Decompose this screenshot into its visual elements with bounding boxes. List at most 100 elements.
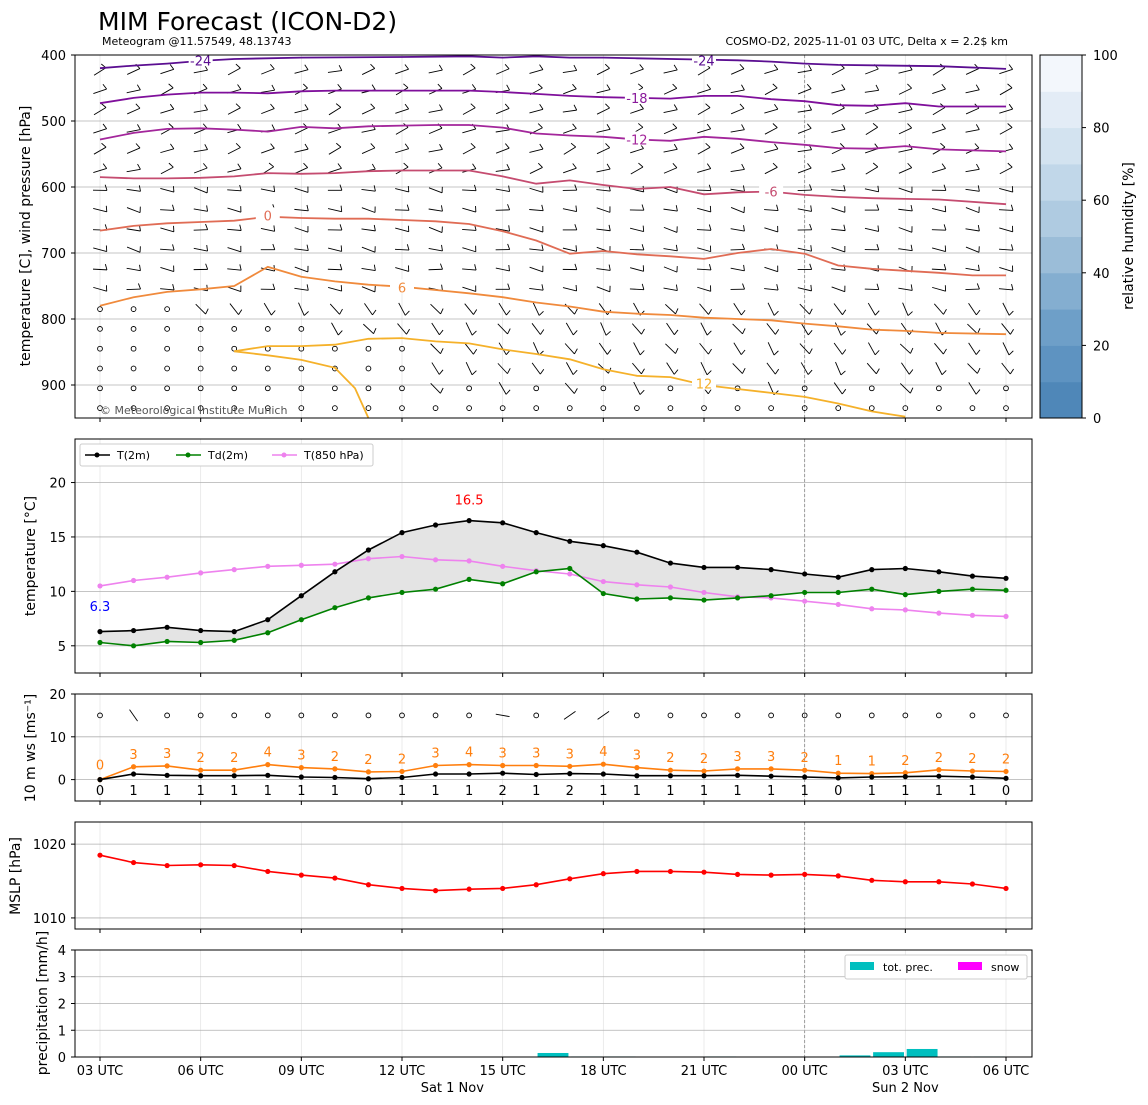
calm-circle bbox=[936, 385, 942, 392]
calm-circle bbox=[835, 405, 842, 411]
wind-barb-staff bbox=[294, 108, 309, 114]
calm-circle bbox=[130, 345, 137, 352]
wind-barb-staff bbox=[331, 322, 339, 336]
wind-barb-flag bbox=[439, 329, 444, 336]
wind-barb-flag bbox=[974, 143, 980, 149]
wind-barb-staff bbox=[697, 88, 711, 94]
wind-series-point bbox=[164, 772, 170, 778]
wind-barb-staff bbox=[328, 167, 342, 174]
wind-series-point bbox=[198, 773, 204, 779]
colorbar-swatch bbox=[1040, 91, 1082, 129]
colorbar-swatch bbox=[1040, 345, 1082, 383]
wind-series-point bbox=[332, 766, 338, 772]
wind-barb-staff bbox=[968, 382, 977, 395]
wind-barb-staff bbox=[730, 89, 745, 94]
mslp-point bbox=[701, 869, 707, 875]
wind-barb-flag bbox=[137, 124, 141, 130]
wind-barb-staff bbox=[733, 302, 742, 316]
wind-barb-staff bbox=[563, 128, 577, 134]
wind-barb-flag bbox=[270, 103, 275, 109]
wind-barb-staff bbox=[633, 381, 641, 395]
series-point bbox=[365, 547, 372, 553]
wind-series-point bbox=[567, 771, 573, 777]
wind-barb-flag bbox=[943, 263, 947, 270]
wind-barb-staff bbox=[431, 362, 440, 375]
wind-barb-staff bbox=[462, 247, 476, 253]
wind-barb-flag bbox=[739, 103, 745, 109]
wind-barb-flag bbox=[841, 349, 847, 355]
wind-barb-staff bbox=[1002, 302, 1010, 316]
wind-barb-staff bbox=[126, 89, 141, 94]
wind-barb-flag bbox=[606, 84, 611, 90]
wind-series-point bbox=[500, 770, 506, 776]
wind-barb-staff bbox=[294, 227, 309, 233]
wind-barb-flag bbox=[977, 264, 980, 271]
wind-barb-staff bbox=[194, 187, 208, 194]
wind-barb-flag bbox=[741, 243, 745, 250]
wind-barb-flag bbox=[403, 162, 409, 168]
wind-barb-flag bbox=[772, 83, 778, 89]
wind-barb-flag bbox=[907, 123, 913, 129]
wind-barb-flag bbox=[239, 184, 242, 191]
wind-barb-staff bbox=[263, 302, 272, 316]
wind-barb-staff bbox=[764, 209, 779, 212]
wind-barb-staff bbox=[462, 286, 476, 292]
series-point bbox=[969, 586, 976, 592]
wind-barb-flag bbox=[709, 264, 712, 271]
series-point bbox=[869, 606, 875, 612]
series-line bbox=[99, 567, 1007, 647]
wind-barb-flag bbox=[910, 244, 913, 251]
wind-barb-flag bbox=[508, 225, 510, 232]
wind-barb-flag bbox=[641, 368, 645, 375]
wind-barb-flag bbox=[977, 185, 980, 192]
wind-barb-staff bbox=[563, 167, 577, 174]
mean-wind-value-label: 1 bbox=[599, 784, 607, 799]
wind-barb-staff bbox=[227, 147, 241, 155]
wind-barb-flag bbox=[104, 184, 108, 191]
wind-barb-flag bbox=[403, 83, 409, 89]
wind-barb-staff bbox=[495, 188, 510, 192]
wind-barb-staff bbox=[898, 187, 913, 194]
wind-barb-staff bbox=[564, 343, 575, 355]
wind-barb-flag bbox=[172, 283, 175, 291]
wind-barb-flag bbox=[169, 103, 175, 110]
series-point bbox=[298, 593, 304, 599]
series-point bbox=[634, 582, 640, 588]
wind-barb-flag bbox=[206, 245, 208, 252]
wind-barb-flag bbox=[910, 284, 913, 291]
wind-barb-staff bbox=[361, 267, 376, 272]
wind-barb-staff bbox=[965, 168, 980, 173]
wind-barb-flag bbox=[304, 104, 309, 110]
y-tick-label: 0 bbox=[58, 774, 66, 789]
wind-barb-flag bbox=[741, 309, 746, 316]
wind-barb-flag bbox=[708, 184, 712, 191]
calm-circle bbox=[264, 712, 271, 719]
series-point bbox=[231, 629, 237, 635]
wind-barb-staff bbox=[294, 208, 309, 212]
wind-barb-flag bbox=[204, 104, 208, 111]
wind-barb-flag bbox=[272, 243, 276, 250]
wind-barb-flag bbox=[235, 103, 241, 109]
wind-barb-flag bbox=[874, 350, 880, 356]
wind-barb-staff bbox=[160, 267, 174, 272]
wind-barb-flag bbox=[774, 103, 779, 110]
temperature-legend: T(2m) Td(2m) T(850 hPa) bbox=[79, 443, 374, 467]
wind-barb-flag bbox=[440, 348, 444, 354]
wind-barb-flag bbox=[843, 184, 846, 192]
calm-circle bbox=[264, 326, 271, 332]
wind-barb-flag bbox=[641, 204, 645, 211]
wind-barb-flag bbox=[202, 83, 208, 89]
wind-barb-flag bbox=[471, 84, 477, 90]
isotherm-label-bg bbox=[624, 131, 649, 146]
y-tick-label: 1010 bbox=[33, 912, 66, 927]
wind-barb-staff bbox=[696, 229, 712, 231]
wind-barb-staff bbox=[564, 382, 575, 394]
isotherm-label: -18 bbox=[626, 92, 647, 107]
wind-barb-staff bbox=[900, 322, 910, 335]
calm-circle bbox=[164, 712, 170, 719]
wind-barb-staff bbox=[898, 248, 913, 252]
calm-circle bbox=[432, 405, 439, 411]
wind-barb-staff bbox=[998, 288, 1014, 291]
calm-circle bbox=[365, 345, 372, 352]
